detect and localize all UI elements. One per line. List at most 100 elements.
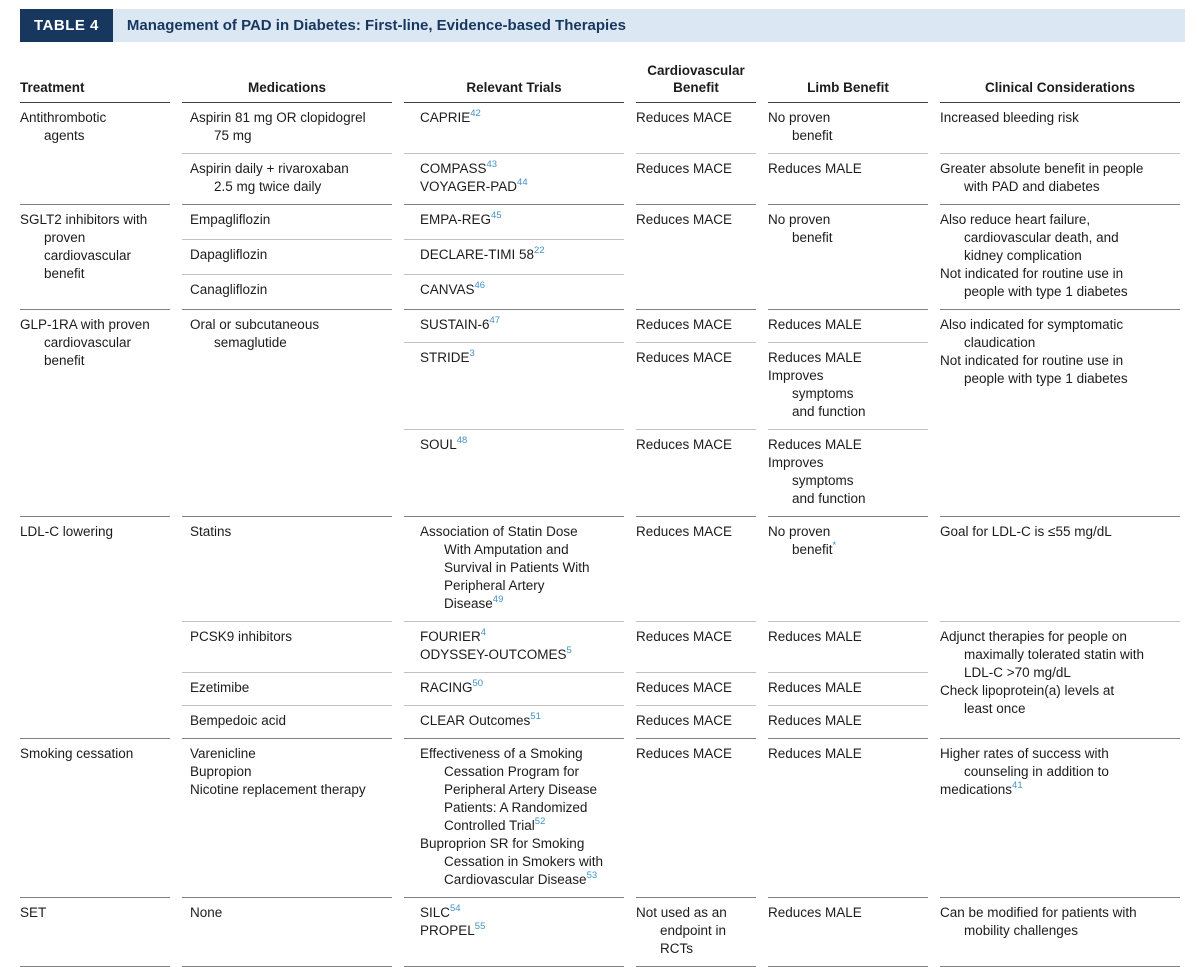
treatment-cell: Smoking cessation	[20, 739, 170, 898]
table-row: Ezetimibe RACING50 Reduces MACE Reduces …	[20, 673, 1180, 706]
cell-line: Antithrombotic	[20, 110, 107, 125]
trials-cell: DECLARE-TIMI 5822	[404, 240, 624, 275]
cell-line: with PAD and diabetes	[964, 179, 1100, 194]
reference-link[interactable]: 52	[534, 815, 546, 827]
trials-cell: SUSTAIN-647	[404, 310, 624, 343]
cell-line: Greater absolute benefit in people	[940, 161, 1144, 176]
cv-benefit-cell: Reduces MACE	[636, 343, 756, 430]
reference-link[interactable]: 46	[474, 279, 486, 291]
table-row: SOUL48 Reduces MACE Reduces MALE Improves…	[20, 430, 1180, 517]
cell-line: benefit	[44, 353, 85, 368]
cell-line: least once	[964, 701, 1026, 716]
cv-benefit-cell: Reduces MACE	[636, 739, 756, 898]
reference-link[interactable]: *	[832, 539, 837, 551]
cell-line: Aspirin daily + rivaroxaban	[190, 161, 349, 176]
treatment-cell: Antithrombotic agents	[20, 103, 170, 205]
col-header-treatment: Treatment	[20, 46, 170, 103]
trials-cell: RACING50	[404, 673, 624, 706]
table-row: Canagliflozin CANVAS46	[20, 275, 1180, 310]
cell-line: ODYSSEY-OUTCOMES5	[420, 644, 572, 662]
limb-benefit-cell: Reduces MALE	[768, 673, 928, 706]
cell-line: Increased bleeding risk	[940, 110, 1079, 125]
treatment-cell: LDL-C lowering	[20, 517, 170, 739]
col-header-cardiovascular-benefit: Cardiovascular Benefit	[636, 46, 756, 103]
cell-line: Goal for LDL-C is ≤55 mg/dL	[940, 524, 1112, 539]
cell-line: claudication	[964, 335, 1036, 350]
cell-line: cardiovascular death, and	[964, 230, 1119, 245]
cv-benefit-cell: Reduces MACE	[636, 103, 756, 154]
col-header-limb-benefit: Limb Benefit	[768, 46, 928, 103]
cell-line: Also indicated for symptomatic	[940, 317, 1124, 332]
cell-line: Survival in Patients With	[444, 560, 590, 575]
reference-link[interactable]: 50	[472, 677, 484, 689]
cell-line: Reduces MACE	[636, 713, 733, 728]
limb-benefit-cell: Reduces MALE	[768, 622, 928, 673]
table-row: PCSK9 inhibitors FOURIER4 ODYSSEY-OUTCOME…	[20, 622, 1180, 739]
medications-cell: Dapagliflozin	[182, 240, 392, 275]
reference-link[interactable]: 49	[492, 593, 504, 605]
reference-link[interactable]: 42	[470, 107, 481, 119]
reference-link[interactable]: 5	[566, 644, 572, 656]
trials-cell: Association of Statin Dose With Amputatio…	[404, 517, 624, 622]
table-number-badge: TABLE 4	[20, 9, 113, 42]
cell-line: Peripheral Artery Disease	[444, 782, 598, 797]
reference-link[interactable]: 55	[474, 920, 486, 932]
cell-line: Association of Statin Dose	[420, 524, 578, 539]
trials-cell: CAPRIE42	[404, 103, 624, 154]
table-title-bar: TABLE 4 Management of PAD in Diabetes: F…	[20, 9, 1185, 42]
cell-line: RCTs	[660, 941, 693, 956]
cell-line: Reduces MACE	[636, 746, 733, 761]
medications-cell: Statins	[182, 517, 392, 622]
cell-line: Canagliflozin	[190, 282, 268, 297]
clinical-cell: Can be modified for patients with mobilit…	[940, 898, 1180, 967]
cell-line: Also reduce heart failure,	[940, 212, 1091, 227]
cell-line: None	[190, 905, 223, 920]
cell-line: LDL-C lowering	[20, 524, 114, 539]
reference-link[interactable]: 54	[450, 902, 461, 914]
cv-benefit-cell: Not used as an endpoint in RCTs	[636, 898, 756, 967]
reference-link[interactable]: 3	[469, 347, 475, 359]
cell-line: FOURIER4	[420, 626, 487, 644]
cell-line: SILC54	[420, 902, 461, 920]
cell-line: Controlled Trial52	[444, 815, 546, 833]
cell-line: Dapagliflozin	[190, 247, 268, 262]
limb-benefit-cell: No proven benefit	[768, 205, 928, 310]
reference-link[interactable]: 47	[489, 314, 501, 326]
reference-link[interactable]: 45	[491, 209, 502, 221]
cell-line: PROPEL55	[420, 920, 486, 938]
cell-line: and function	[792, 491, 866, 506]
trials-cell: FOURIER4 ODYSSEY-OUTCOMES5	[404, 622, 624, 673]
cell-line: DECLARE-TIMI 5822	[420, 244, 545, 262]
cell-line: Reduces MALE	[768, 161, 862, 176]
reference-link[interactable]: 43	[486, 158, 498, 170]
clinical-cell: Greater absolute benefit in people with P…	[940, 154, 1180, 205]
cell-line: Empagliflozin	[190, 212, 271, 227]
reference-link[interactable]: 4	[480, 626, 487, 638]
clinical-cell: Higher rates of success with counseling i…	[940, 739, 1180, 898]
col-header-medications: Medications	[182, 46, 392, 103]
reference-link[interactable]: 48	[456, 434, 468, 446]
cv-benefit-cell: Reduces MACE	[636, 310, 756, 343]
limb-benefit-cell: No proven benefit*	[768, 517, 928, 622]
cell-line: Reduces MACE	[636, 629, 733, 644]
cell-line: symptoms	[792, 473, 854, 488]
cell-line: Improves	[768, 368, 824, 383]
cell-line: Bempedoic acid	[190, 713, 287, 728]
cell-line: SOUL48	[420, 434, 468, 452]
cv-benefit-cell: Reduces MACE	[636, 517, 756, 622]
table-row: SGLT2 inhibitors with proven cardiovascula…	[20, 205, 1180, 310]
reference-link[interactable]: 53	[586, 869, 598, 881]
reference-link[interactable]: 41	[1012, 779, 1023, 791]
reference-link[interactable]: 44	[517, 176, 528, 188]
cell-line: Not indicated for routine use in	[940, 266, 1124, 281]
cell-line: Reduces MALE	[768, 713, 862, 728]
table-row: GLP-1RA with proven cardiovascular benefit…	[20, 310, 1180, 517]
cell-line: COMPASS43	[420, 158, 498, 176]
reference-link[interactable]: 51	[530, 710, 541, 722]
cell-line: 75 mg	[214, 128, 252, 143]
reference-link[interactable]: 22	[534, 244, 545, 256]
cell-line: Reduces MALE	[768, 905, 862, 920]
cell-line: Reduces MACE	[636, 437, 733, 452]
cell-line: benefit*	[792, 539, 837, 557]
cell-line: Statins	[190, 524, 232, 539]
